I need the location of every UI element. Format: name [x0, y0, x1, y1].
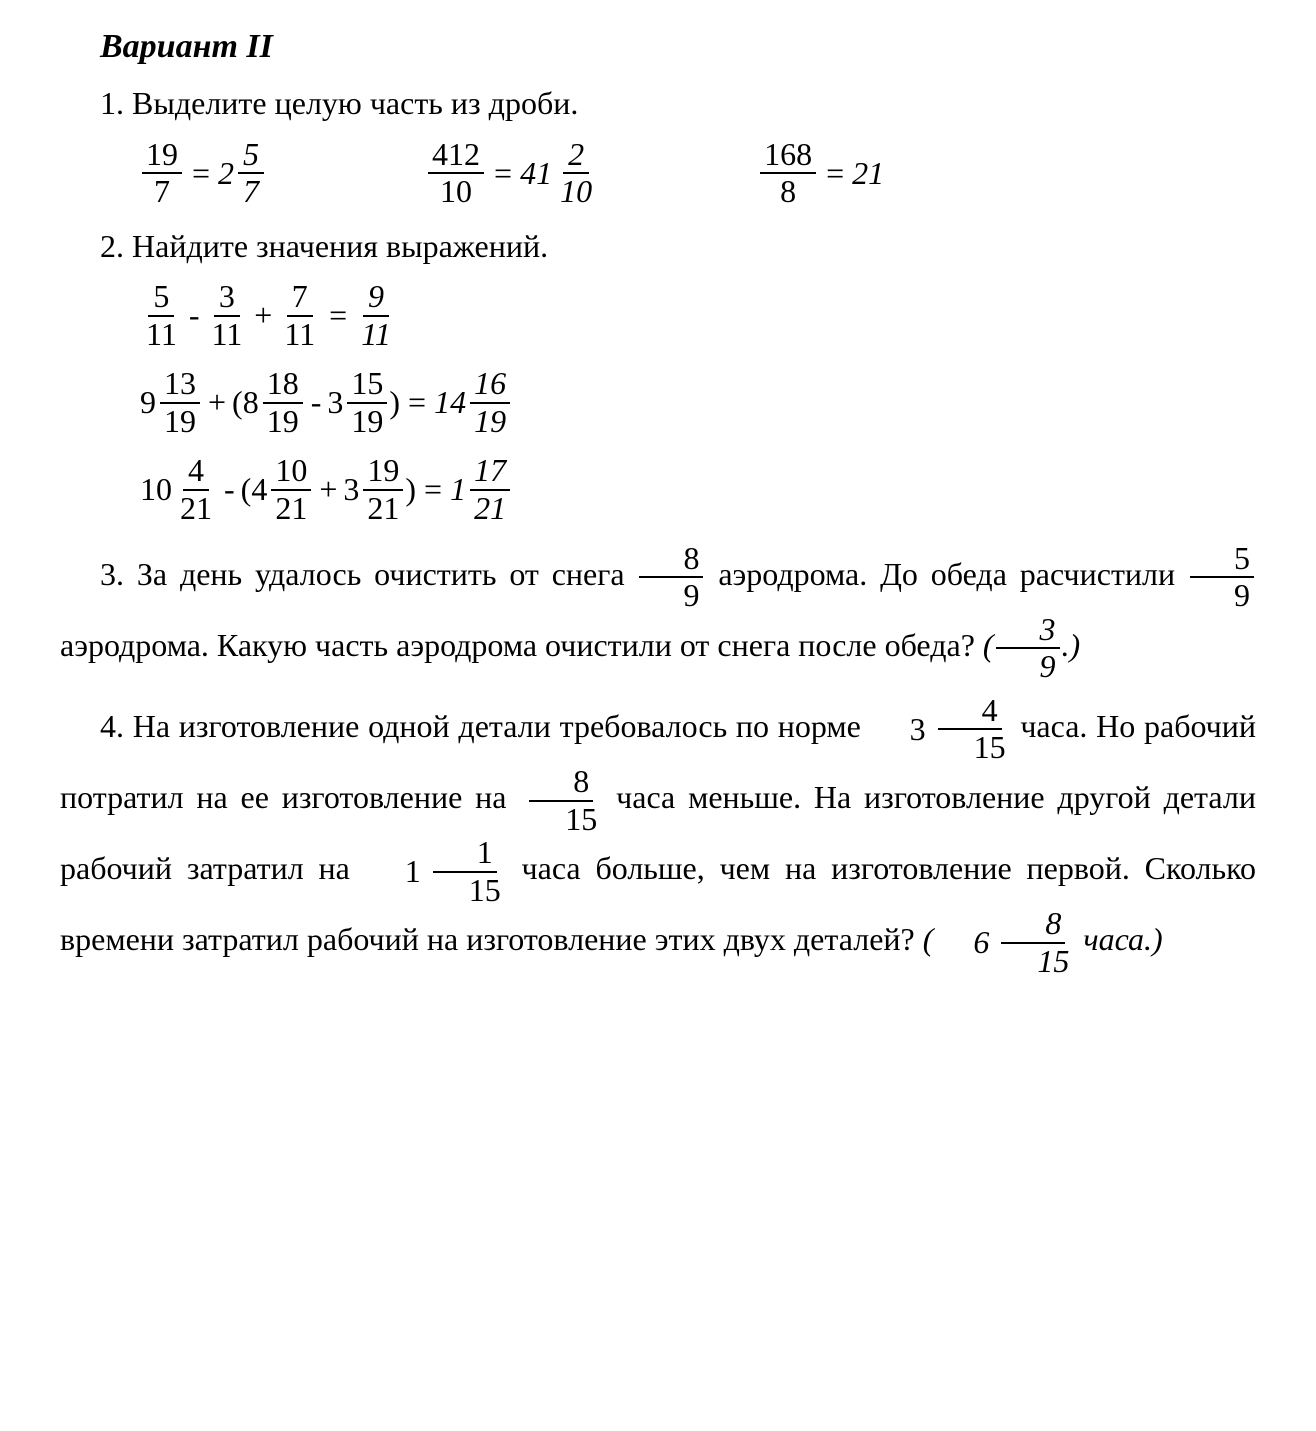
- task1-eq-c: 168 8 = 21: [758, 138, 884, 209]
- task2-eq1: 511 - 311 + 711 = 911: [140, 280, 1256, 351]
- mixed-number: 1115: [365, 836, 507, 907]
- answer-mixed: 11721: [450, 454, 512, 525]
- fraction: 89: [639, 542, 703, 613]
- close-paren: ): [389, 377, 400, 428]
- equals-sign: =: [329, 290, 347, 341]
- answer-mixed: 141619: [434, 367, 512, 438]
- task2-prompt: 2. Найдите значения выражений.: [100, 221, 1256, 272]
- task1-eq-a: 19 7 = 2 5 7: [140, 138, 266, 209]
- fraction: 59: [1190, 542, 1254, 613]
- task3-answer: (39.): [983, 627, 1080, 663]
- task4-text: 4. На изготовление одной детали требовал…: [60, 694, 1256, 979]
- variant-title: Вариант II: [100, 20, 1256, 74]
- task3-text: 3. За день удалось очистить от снега 89 …: [60, 542, 1256, 684]
- task1-prompt: 1. Выделите целую часть из дроби.: [100, 78, 1256, 129]
- plus-sign: +: [208, 377, 226, 428]
- mixed-number: 3415: [870, 694, 1012, 765]
- task1-eq-b: 412 10 = 41 2 10: [426, 138, 598, 209]
- minus-sign: -: [224, 464, 235, 515]
- minus-sign: -: [189, 290, 200, 341]
- mixed-number: 2 5 7: [218, 138, 266, 209]
- integer-answer: 21: [852, 148, 884, 199]
- open-paren: (: [232, 377, 243, 428]
- equals-sign: =: [424, 464, 442, 515]
- task2-eq3: 10421 - ( 41021 + 31921 ) = 11721: [140, 454, 1256, 525]
- plus-sign: +: [319, 464, 337, 515]
- fraction: 168 8: [760, 138, 816, 209]
- equals-sign: =: [494, 148, 512, 199]
- page: Вариант II 1. Выделите целую часть из др…: [0, 0, 1316, 1039]
- mixed-number: 41 2 10: [520, 138, 598, 209]
- task4-answer: (6815 часа.): [923, 921, 1163, 957]
- task2-eq2: 91319 + ( 81819 - 31519 ) = 141619: [140, 367, 1256, 438]
- answer-fraction: 911: [357, 280, 395, 351]
- equals-sign: =: [192, 148, 210, 199]
- fraction: 815: [521, 765, 601, 836]
- close-paren: ): [405, 464, 416, 515]
- task1-equations: 19 7 = 2 5 7 412 10 = 41 2 1: [140, 138, 1256, 209]
- equals-sign: =: [408, 377, 426, 428]
- equals-sign: =: [826, 148, 844, 199]
- fraction: 19 7: [142, 138, 182, 209]
- open-paren: (: [241, 464, 252, 515]
- fraction: 412 10: [428, 138, 484, 209]
- minus-sign: -: [311, 377, 322, 428]
- plus-sign: +: [254, 290, 272, 341]
